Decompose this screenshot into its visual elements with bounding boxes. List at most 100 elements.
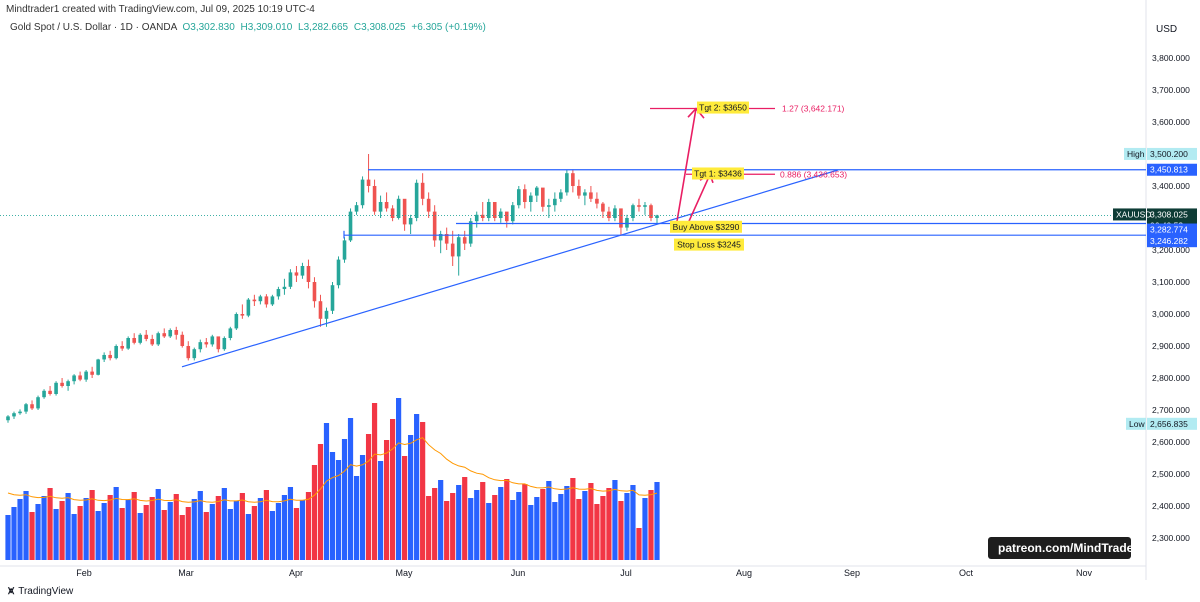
candles — [6, 154, 659, 423]
volume-bar — [35, 504, 41, 560]
y-tick-label: 3,200.000 — [1152, 245, 1190, 255]
volume-bar — [654, 482, 660, 560]
candle-body — [649, 205, 653, 218]
stop-label-bg — [674, 238, 744, 251]
volume-bar — [5, 515, 11, 560]
candle-body — [6, 416, 10, 421]
candle-body — [607, 211, 611, 218]
volume-bar — [402, 456, 408, 560]
volume-bar — [287, 487, 294, 560]
volume-bar — [594, 504, 600, 560]
candle-body — [180, 334, 185, 346]
currency-label: USD — [1156, 24, 1177, 35]
volume-bar — [492, 495, 498, 560]
footer-brand: TradingView — [18, 586, 74, 597]
candle-body — [468, 221, 473, 244]
volume-bar — [618, 501, 624, 560]
y-tick-label: 2,800.000 — [1152, 373, 1190, 383]
volume-bar — [383, 440, 390, 560]
x-tick-label: Jul — [620, 568, 632, 578]
y-tick-label: 3,600.000 — [1152, 117, 1190, 127]
volume-bar — [179, 515, 185, 560]
last-price-tag: 3,308.025 — [1150, 209, 1188, 219]
candle-body — [90, 371, 94, 375]
candle-body — [144, 334, 149, 339]
volume-bar — [624, 493, 630, 560]
volume-bar — [95, 511, 101, 560]
candle-body — [18, 411, 22, 414]
volume-bar — [371, 403, 378, 560]
candle-body — [613, 208, 617, 218]
level3-tag: 3,246.282 — [1150, 236, 1188, 246]
candle-body — [30, 404, 34, 409]
drawings[interactable]: Tgt 2: $3650 Tgt 1: $3436 1.27 (3,642.171)… — [0, 101, 1146, 368]
target2-arrowhead — [687, 107, 705, 119]
volume-bar — [450, 493, 456, 560]
volume-bar — [420, 422, 426, 560]
volume-bar — [582, 491, 588, 560]
volume-bar — [570, 478, 576, 560]
volume-bar — [125, 500, 131, 560]
ohlc-close: C3,308.025 — [354, 22, 406, 33]
candle-body — [246, 299, 251, 316]
volume-bar — [131, 492, 137, 560]
candle-body — [360, 179, 365, 206]
volume-bar — [498, 487, 504, 560]
trendline — [181, 169, 839, 368]
volume-bar — [305, 492, 312, 560]
candle-body — [150, 338, 155, 345]
candle-body — [36, 397, 40, 409]
candle-body — [24, 404, 28, 412]
x-tick-label: Nov — [1076, 568, 1093, 578]
volume-bar — [468, 498, 474, 560]
candle-body — [252, 299, 257, 302]
candle-body — [553, 198, 557, 206]
candle-body — [366, 179, 371, 186]
candle-body — [462, 237, 467, 244]
candle-body — [342, 240, 347, 260]
volume-bar — [185, 507, 191, 560]
watermark-text: patreon.com/MindTrader — [998, 541, 1139, 555]
candle-body — [216, 336, 221, 350]
tgt2-label-bg — [697, 101, 749, 114]
candle-body — [625, 218, 629, 228]
volume-bar — [29, 512, 35, 560]
candle-body — [450, 243, 455, 257]
candle-body — [535, 187, 539, 196]
symbol-tag-bg — [1113, 208, 1146, 221]
low-label-tag: Low — [1129, 419, 1145, 429]
candle-body — [432, 211, 437, 241]
candle-body — [270, 296, 275, 305]
volume-bar — [414, 414, 420, 560]
candle-body — [240, 314, 245, 316]
footer[interactable]: ⩙ TradingView — [8, 585, 73, 598]
candle-body — [480, 214, 485, 218]
candle-body — [354, 205, 359, 212]
candle-body — [156, 333, 161, 345]
x-tick-label: Jun — [511, 568, 526, 578]
volume-bar — [239, 493, 245, 560]
volume-ma-line — [7, 437, 658, 503]
volume-bar — [462, 477, 468, 560]
volume-bar — [600, 496, 606, 560]
volume-bar — [522, 484, 528, 560]
candle-body — [66, 381, 70, 386]
x-tick-label: Feb — [76, 568, 92, 578]
candle-body — [264, 296, 269, 305]
volume-bar — [113, 487, 119, 560]
candle-body — [414, 182, 419, 218]
candle-body — [643, 205, 647, 207]
x-tick-label: Apr — [289, 568, 303, 578]
volume-bar — [323, 423, 330, 560]
volume-bar — [71, 514, 77, 560]
y-tick-label: 3,000.000 — [1152, 309, 1190, 319]
low-value-tag-bg — [1147, 417, 1197, 430]
volume-bar — [642, 498, 648, 560]
x-axis[interactable]: Feb Mar Apr May Jun Jul Aug Sep Oct Nov — [76, 568, 1092, 578]
candle-body — [126, 338, 130, 349]
volume-bar — [389, 419, 396, 560]
candle-body — [631, 205, 635, 218]
volume-bar — [53, 509, 59, 560]
candle-body — [498, 211, 503, 218]
